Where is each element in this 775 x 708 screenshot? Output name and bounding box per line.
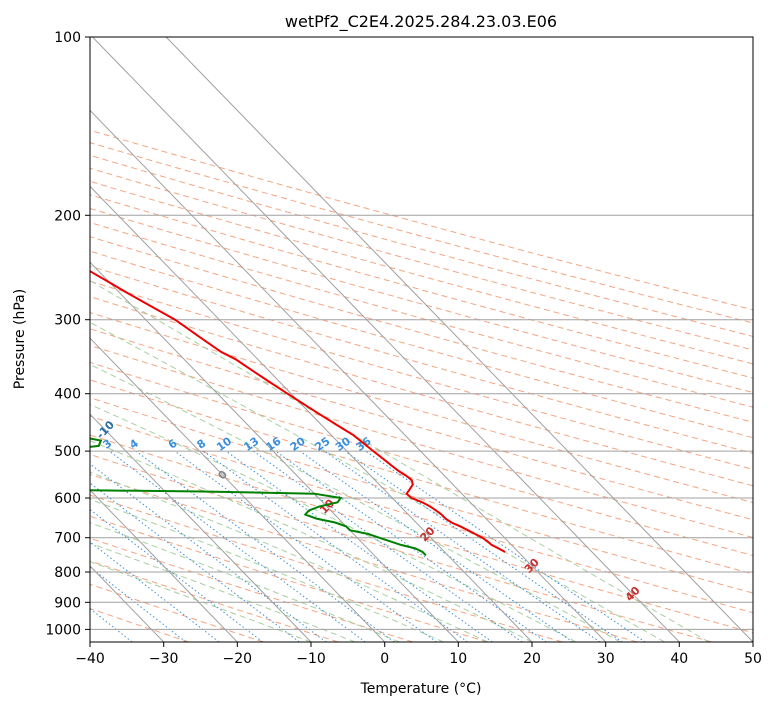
isotherm-line bbox=[92, 37, 680, 642]
y-tick-label: 100 bbox=[54, 30, 81, 46]
dry-adiabat bbox=[90, 142, 753, 324]
x-tick-label: −40 bbox=[75, 651, 105, 667]
chart-title: wetPf2_C2E4.2025.284.23.03.E06 bbox=[285, 12, 557, 32]
x-tick-label: 30 bbox=[597, 651, 615, 667]
mixing-ratio-line bbox=[135, 450, 395, 642]
dry-adiabat bbox=[90, 515, 488, 642]
mixing-ratio-line bbox=[90, 463, 327, 642]
isotherm-line bbox=[90, 261, 459, 642]
y-tick-label: 400 bbox=[54, 387, 81, 403]
plot-frame bbox=[89, 36, 754, 643]
x-tick-label: 10 bbox=[449, 651, 467, 667]
mixing-ratio-line bbox=[253, 450, 523, 642]
dry-adiabat bbox=[90, 221, 753, 408]
y-tick-label: 700 bbox=[54, 531, 81, 547]
dry-adiabat bbox=[90, 453, 712, 642]
x-axis: −40 −30 −20 −10 0 10 20 30 40 50 bbox=[75, 642, 762, 667]
dry-adiabat bbox=[90, 207, 753, 394]
isotherm-line bbox=[90, 413, 312, 642]
y-tick-label: 900 bbox=[54, 595, 81, 611]
mixing-ratio-line bbox=[174, 450, 437, 642]
x-tick-label: 40 bbox=[670, 651, 688, 667]
dry-adiabat bbox=[90, 583, 264, 642]
dry-adiabat bbox=[90, 434, 753, 634]
sounding-series bbox=[90, 269, 506, 557]
dry-adiabat bbox=[90, 311, 753, 504]
mixing-ratio-line bbox=[90, 508, 264, 642]
dry-adiabat bbox=[90, 328, 753, 521]
dry-adiabat bbox=[90, 415, 753, 614]
x-tick-label: 50 bbox=[744, 651, 762, 667]
mixing-ratio-line bbox=[275, 450, 547, 642]
dry-adiabat bbox=[90, 344, 753, 539]
y-axis: 100 200 300 400 500 600 700 800 900 1000 bbox=[45, 30, 90, 638]
x-tick-label: −10 bbox=[296, 651, 326, 667]
isotherm-line bbox=[90, 109, 607, 642]
x-tick-label: −30 bbox=[149, 651, 179, 667]
x-tick-label: 0 bbox=[380, 651, 389, 667]
y-tick-label: 800 bbox=[54, 565, 81, 581]
dewpoint-line bbox=[90, 437, 427, 557]
y-tick-label: 500 bbox=[54, 444, 81, 460]
mixing-ratio-line bbox=[225, 450, 493, 642]
y-tick-label: 300 bbox=[54, 313, 81, 329]
y-tick-label: 600 bbox=[54, 491, 81, 507]
isotherm-line bbox=[165, 37, 753, 642]
y-axis-label: Pressure (hPa) bbox=[12, 289, 28, 389]
y-tick-label: 200 bbox=[54, 208, 81, 224]
x-tick-label: 20 bbox=[523, 651, 541, 667]
mixing-ratio-line bbox=[203, 450, 468, 642]
dry-adiabat bbox=[90, 154, 753, 337]
isotherm-line bbox=[90, 489, 238, 642]
isotherm-line bbox=[90, 337, 386, 642]
dry-adiabat bbox=[90, 537, 414, 642]
temperature-line bbox=[90, 269, 506, 553]
mixing-ratio-line bbox=[90, 482, 300, 642]
dry-adiabat bbox=[90, 250, 753, 439]
x-tick-label: −20 bbox=[223, 651, 253, 667]
x-axis-label: Temperature (°C) bbox=[360, 681, 482, 697]
y-tick-label: 1000 bbox=[45, 622, 81, 638]
background-lines bbox=[90, 37, 753, 642]
isotherm-line bbox=[90, 185, 533, 642]
mixing-ratio-line bbox=[299, 450, 574, 642]
dry-adiabat bbox=[90, 180, 753, 365]
